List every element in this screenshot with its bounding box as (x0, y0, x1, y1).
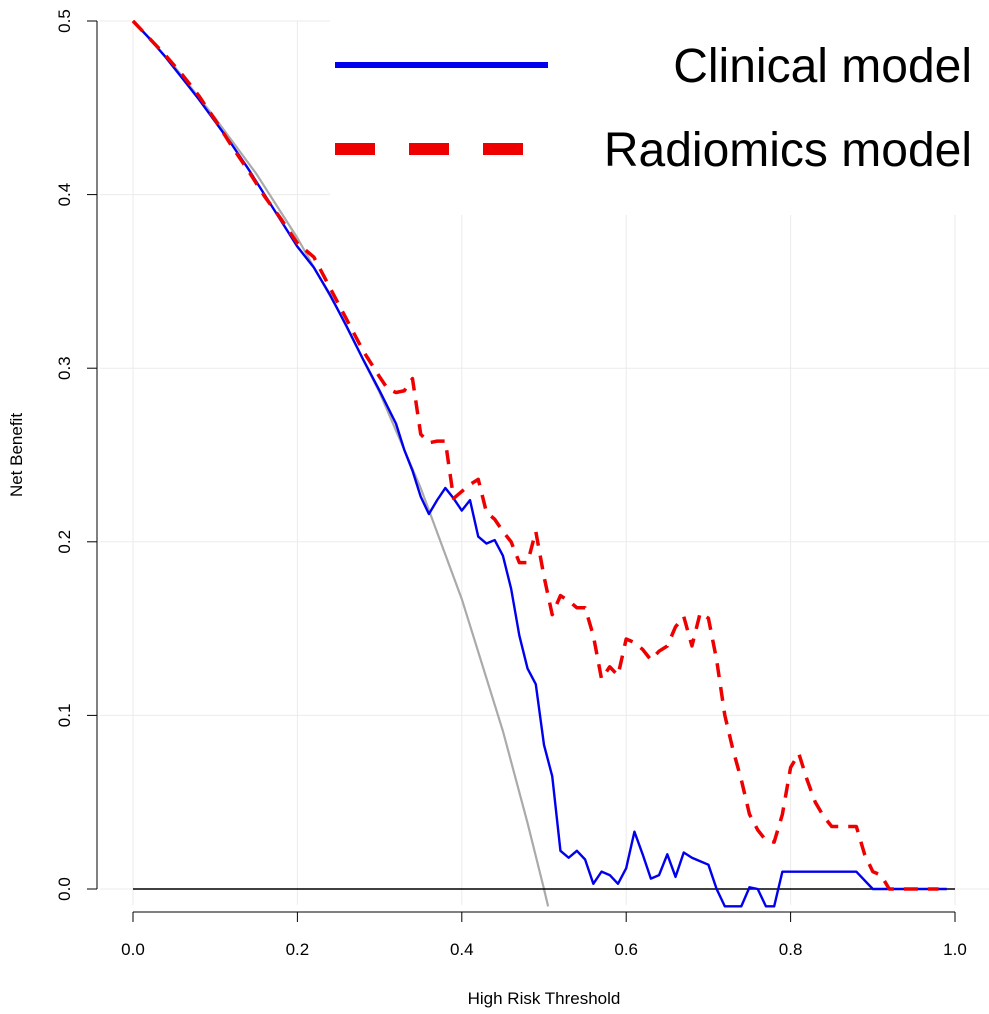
series-lines (131, 19, 947, 908)
x-tick-label: 0.4 (450, 940, 474, 959)
x-tick-label: 1.0 (943, 940, 967, 959)
x-tick-label: 0.8 (779, 940, 803, 959)
y-axis-title: Net Benefit (7, 413, 26, 497)
legend-box (330, 0, 989, 215)
y-tick-label: 0.4 (55, 183, 74, 207)
y-tick-label: 0.0 (55, 877, 74, 901)
legend-label-clinical: Clinical model (673, 40, 972, 93)
series-line-clinical-model (132, 20, 947, 908)
x-axis-title: High Risk Threshold (468, 989, 621, 1008)
x-tick-label: 0.2 (286, 940, 310, 959)
y-tick-label: 0.3 (55, 356, 74, 380)
legend-label-radiomics: Radiomics model (604, 124, 972, 177)
y-tick-label: 0.5 (55, 9, 74, 33)
y-tick-label: 0.2 (55, 530, 74, 554)
axes: 0.0 0.2 0.4 0.6 0.8 1.0 0.0 0.1 0.2 0.3 0.4 0.5 (55, 9, 967, 959)
x-tick-label: 0.6 (614, 940, 638, 959)
y-tick-label: 0.1 (55, 704, 74, 728)
x-tick-label: 0.0 (121, 940, 145, 959)
